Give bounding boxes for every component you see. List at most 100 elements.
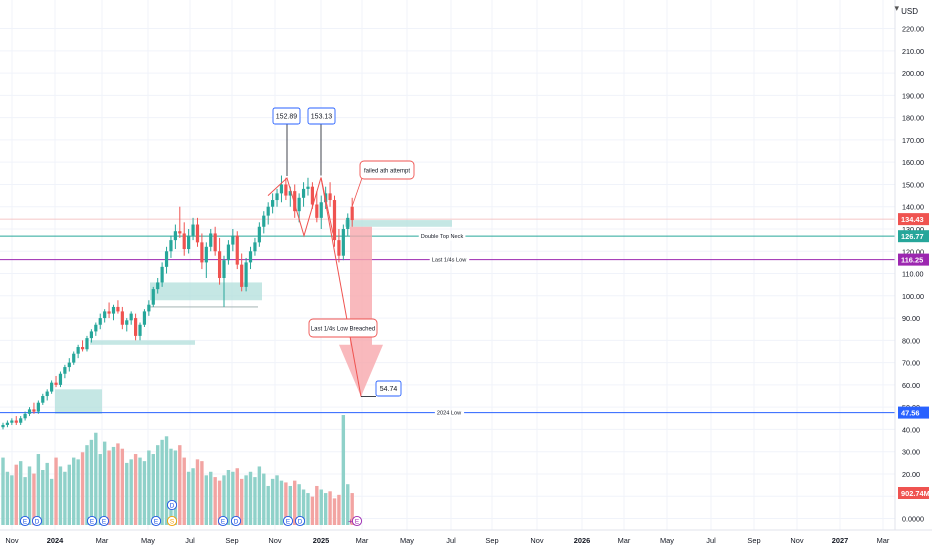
level-label-bg [429,257,470,265]
volume-bar [235,468,239,525]
event-marker-icon [294,515,306,527]
axis-menu-icon[interactable]: ▾ [894,3,899,13]
event-marker-label: D [298,519,303,526]
candle-body [178,231,182,234]
volume-bar [164,436,169,525]
volume-bar [49,478,54,525]
candle-body [169,240,173,252]
volume-bar [337,494,341,525]
candle-body [111,306,116,314]
event-marker-icon [230,515,242,527]
volume-bar [142,461,147,525]
volume-bar [5,471,10,525]
x-tick-label: Jul [185,536,195,545]
x-tick-label: Mar [356,536,369,545]
volume-bar [23,477,27,525]
callout-label: failed ath attempt [364,169,410,175]
volume-bar [41,470,45,525]
volume-bar [173,450,178,525]
volume-bar [301,489,306,525]
demand-zone [150,282,262,301]
event-marker-icon [31,515,43,527]
time-axis[interactable]: Nov 2024 Mar May Jul Sep Nov 2025 Mar May Jul Sep No… [5,536,889,545]
price-axis[interactable]: 220.00 210.00 200.00 190.00 180.00 170.00 160.… [0,0,932,531]
double-top-line [267,177,334,238]
event-marker-icon [217,515,229,527]
x-tick-label: Sep [225,536,238,545]
candle-body [306,186,310,189]
candle-body [315,204,319,218]
x-tick-label: Mar [96,536,109,545]
earnings-markers: E D E E E SDE D E D E+ [19,499,363,527]
volume-bar [32,473,36,525]
event-marker-label: E [355,519,359,526]
y-tick-label: 20.00 [902,470,920,479]
volume-bar [213,477,217,525]
breakdown-line [320,177,362,397]
candle-body [346,217,350,229]
y-tick-label: 130.00 [902,225,924,234]
price-badge [898,406,929,419]
demand-zone [345,220,452,227]
target-arrow [339,226,383,397]
volume-bar [94,432,98,525]
candle-body [138,324,142,336]
volume-bar [36,454,41,525]
volume-bar [147,450,151,525]
candle-body [151,289,155,305]
event-marker-label: S [170,519,174,526]
candle-body [5,422,10,425]
volume-bar [156,445,160,525]
volume-bar [111,446,116,525]
horizontal-levels: Double Top Neck Last 1/4s Low 2024 Low [0,218,895,418]
volume-bar [350,493,354,525]
volume-bar [129,459,133,525]
volume-bar [270,478,275,525]
volume-bar [72,457,76,525]
volume-bar [328,491,332,525]
event-marker-label: E [23,519,27,526]
volume-bar [209,471,213,525]
candle-body [107,311,111,314]
level-label-bg [434,410,465,418]
x-tick-label: Mar [877,536,890,545]
candle-body [191,224,195,236]
volume-bar [332,498,337,525]
candle-body [147,304,151,312]
volume-bar [222,475,226,525]
price-badge-label: 126.77 [901,232,924,241]
price-badge [898,213,929,226]
event-marker-icon [86,515,98,527]
x-tick-label: Jul [706,536,716,545]
y-tick-label: 110.00 [902,270,923,279]
candle-body [217,251,222,278]
candle-body [80,347,85,350]
candle-body [98,318,102,325]
volume-bar [200,461,204,525]
volume-bar [341,415,346,525]
candle-body [129,313,133,321]
candle-body [67,362,71,368]
volume-bar [102,441,107,525]
level-label: 2024 Low [437,411,462,417]
x-tick-label: 2025 [313,536,329,545]
candle-body [14,420,18,423]
volume-bar [169,448,173,525]
volume-bar [186,471,191,525]
y-tick-label: 80.00 [902,336,920,345]
event-marker-label: E [102,519,106,526]
x-tick-label: Nov [530,536,543,545]
x-tick-label: May [141,536,155,545]
candle-body [23,413,27,419]
candle-body [240,264,244,287]
price-badge-label: 47.56 [901,409,920,418]
level-label: Double Top Neck [421,234,464,240]
candle-body [36,402,40,412]
x-tick-label: May [660,536,674,545]
candle-body [350,206,354,221]
volume-bar [1,457,5,525]
x-tick-label: Nov [268,536,281,545]
currency-label[interactable]: USD [901,7,918,16]
y-tick-label: 200.00 [902,69,924,78]
